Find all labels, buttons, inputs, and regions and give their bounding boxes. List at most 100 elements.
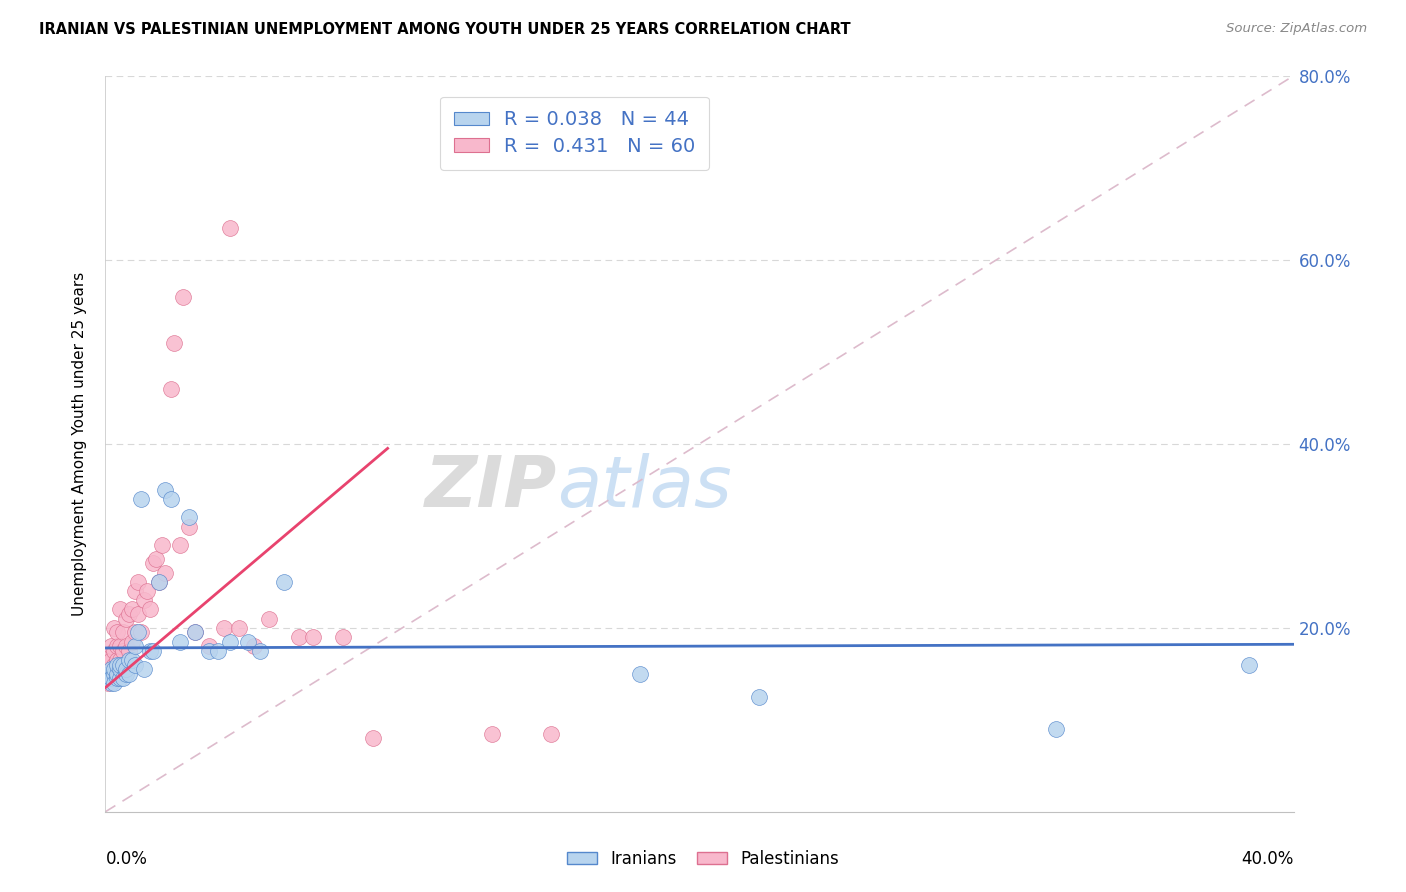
Point: [219, 634, 242, 648]
Point: [287, 630, 309, 644]
Point: [148, 574, 170, 589]
Point: [97, 662, 120, 676]
Text: Source: ZipAtlas.com: Source: ZipAtlas.com: [1226, 22, 1367, 36]
Point: [112, 625, 135, 640]
Point: [139, 644, 162, 658]
Point: [183, 625, 205, 640]
Point: [748, 690, 770, 704]
Point: [481, 726, 503, 740]
Point: [183, 625, 205, 640]
Point: [172, 289, 194, 303]
Point: [302, 630, 325, 644]
Point: [110, 653, 132, 667]
Point: [121, 634, 143, 648]
Point: [1237, 657, 1260, 672]
Point: [121, 653, 143, 667]
Point: [118, 666, 141, 681]
Point: [132, 662, 155, 676]
Point: [103, 676, 125, 690]
Point: [112, 644, 135, 658]
Point: [257, 611, 280, 625]
Point: [142, 644, 165, 658]
Text: 40.0%: 40.0%: [1241, 850, 1294, 868]
Point: [127, 607, 149, 621]
Point: [110, 662, 132, 676]
Point: [112, 657, 135, 672]
Point: [103, 671, 125, 685]
Point: [142, 557, 165, 571]
Point: [273, 574, 295, 589]
Point: [169, 634, 191, 648]
Point: [124, 657, 146, 672]
Point: [105, 662, 128, 676]
Point: [628, 666, 651, 681]
Point: [332, 630, 354, 644]
Point: [110, 657, 132, 672]
Point: [97, 671, 120, 685]
Point: [198, 639, 221, 653]
Point: [207, 644, 229, 658]
Point: [115, 611, 138, 625]
Point: [112, 657, 135, 672]
Point: [228, 621, 250, 635]
Point: [169, 538, 191, 552]
Point: [115, 666, 138, 681]
Point: [105, 671, 128, 685]
Point: [361, 731, 384, 746]
Point: [103, 662, 125, 676]
Point: [129, 625, 152, 640]
Point: [115, 662, 138, 676]
Point: [214, 621, 236, 635]
Point: [159, 382, 181, 396]
Point: [121, 602, 143, 616]
Point: [127, 625, 149, 640]
Text: IRANIAN VS PALESTINIAN UNEMPLOYMENT AMONG YOUTH UNDER 25 YEARS CORRELATION CHART: IRANIAN VS PALESTINIAN UNEMPLOYMENT AMON…: [39, 22, 851, 37]
Point: [139, 602, 162, 616]
Point: [97, 648, 120, 663]
Point: [159, 491, 181, 506]
Point: [177, 519, 200, 533]
Point: [97, 666, 120, 681]
Point: [103, 666, 125, 681]
Point: [145, 551, 167, 566]
Point: [100, 662, 122, 676]
Text: atlas: atlas: [557, 453, 731, 523]
Point: [103, 621, 125, 635]
Point: [219, 220, 242, 235]
Point: [105, 666, 128, 681]
Point: [124, 639, 146, 653]
Point: [1045, 722, 1067, 736]
Point: [153, 566, 176, 580]
Point: [118, 607, 141, 621]
Point: [103, 657, 125, 672]
Point: [110, 671, 132, 685]
Point: [97, 676, 120, 690]
Point: [198, 644, 221, 658]
Point: [163, 335, 186, 350]
Point: [115, 657, 138, 672]
Point: [110, 639, 132, 653]
Point: [148, 574, 170, 589]
Point: [100, 676, 122, 690]
Point: [115, 639, 138, 653]
Point: [100, 653, 122, 667]
Y-axis label: Unemployment Among Youth under 25 years: Unemployment Among Youth under 25 years: [72, 272, 87, 615]
Point: [177, 510, 200, 524]
Point: [540, 726, 562, 740]
Point: [236, 634, 259, 648]
Point: [136, 584, 159, 599]
Legend: R = 0.038   N = 44, R =  0.431   N = 60: R = 0.038 N = 44, R = 0.431 N = 60: [440, 96, 709, 169]
Text: ZIP: ZIP: [425, 453, 557, 523]
Point: [103, 644, 125, 658]
Point: [100, 671, 122, 685]
Point: [118, 653, 141, 667]
Point: [110, 666, 132, 681]
Point: [132, 593, 155, 607]
Point: [105, 657, 128, 672]
Point: [124, 584, 146, 599]
Point: [150, 538, 173, 552]
Point: [118, 644, 141, 658]
Point: [105, 653, 128, 667]
Point: [100, 662, 122, 676]
Point: [100, 639, 122, 653]
